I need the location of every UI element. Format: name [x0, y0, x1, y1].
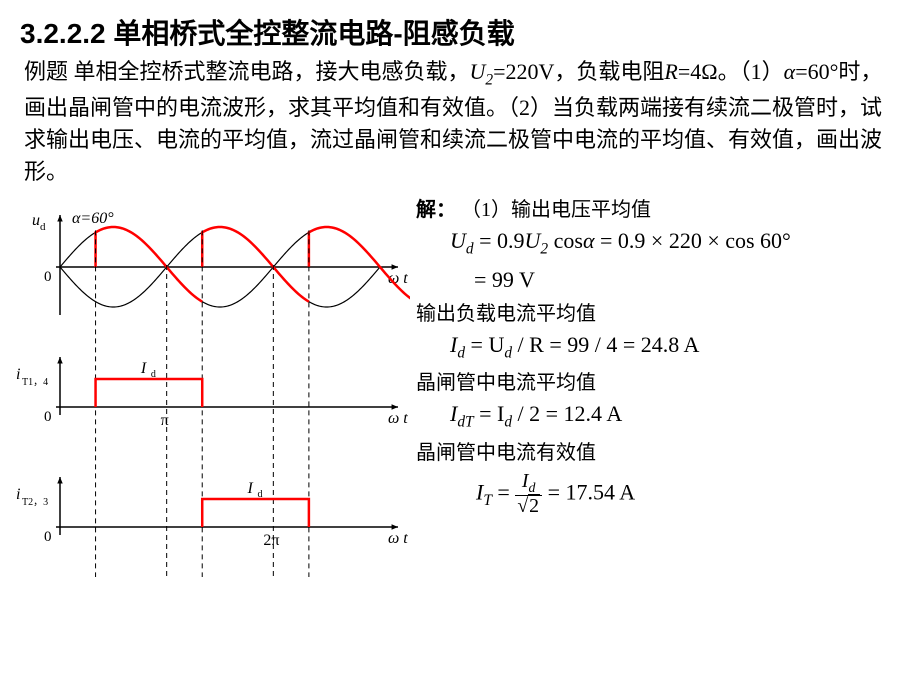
- svg-text:T2，3: T2，3: [22, 497, 48, 508]
- problem-text-3: =4Ω。（1）: [678, 59, 784, 84]
- solution-part1-label: （1）输出电压平均值: [461, 199, 651, 221]
- svg-text:0: 0: [44, 409, 52, 425]
- svg-text:0: 0: [44, 269, 52, 285]
- solution-line-2: 输出负载电流平均值: [416, 301, 910, 328]
- svg-text:d: d: [151, 369, 156, 380]
- svg-text:d: d: [40, 221, 46, 233]
- formula-id: Id = Ud / R = 99 / 4 = 24.8 A: [450, 332, 910, 362]
- formula-ud-val: = 99 V: [474, 267, 910, 293]
- svg-text:i: i: [16, 486, 20, 503]
- content-row: ud0ω tα=60°iT1，40ω tIdπiT2，30ω tId2π 解： …: [0, 187, 920, 612]
- solution-line-1: 解： （1）输出电压平均值: [416, 197, 910, 224]
- svg-text:π: π: [161, 412, 169, 429]
- chart-column: ud0ω tα=60°iT1，40ω tIdπiT2，30ω tId2π: [10, 197, 410, 612]
- formula-idt: IdT = Id / 2 = 12.4 A: [450, 401, 910, 431]
- svg-text:0: 0: [44, 529, 52, 545]
- svg-text:ω t: ω t: [388, 410, 408, 427]
- svg-text:ω t: ω t: [388, 530, 408, 547]
- formula-ud: Ud = 0.9U2 cosα = 0.9 × 220 × cos 60°: [450, 228, 910, 258]
- svg-text:u: u: [32, 212, 40, 229]
- problem-text-1: 例题 单相全控桥式整流电路，接大电感负载，: [24, 59, 470, 84]
- svg-text:I: I: [140, 360, 147, 377]
- svg-text:2π: 2π: [263, 532, 279, 549]
- waveform-chart: ud0ω tα=60°iT1，40ω tIdπiT2，30ω tId2π: [10, 197, 410, 607]
- svg-text:T1，4: T1，4: [22, 377, 48, 388]
- formula-it: IT = Id2 = 17.54 A: [476, 471, 910, 518]
- solution-line-3: 晶闸管中电流平均值: [416, 370, 910, 397]
- problem-statement: 例题 单相全控桥式整流电路，接大电感负载，U2=220V，负载电阻R=4Ω。（1…: [0, 56, 920, 187]
- svg-text:i: i: [16, 366, 20, 383]
- section-heading: 3.2.2.2 单相桥式全控整流电路-阻感负载: [0, 0, 920, 56]
- solution-heading: 解：: [416, 199, 456, 221]
- svg-text:d: d: [258, 489, 263, 500]
- solution-column: 解： （1）输出电压平均值 Ud = 0.9U2 cosα = 0.9 × 22…: [410, 197, 910, 612]
- svg-text:I: I: [247, 480, 254, 497]
- solution-line-4: 晶闸管中电流有效值: [416, 440, 910, 467]
- problem-text-2: =220V，负载电阻: [493, 59, 664, 84]
- svg-text:α=60°: α=60°: [72, 210, 114, 227]
